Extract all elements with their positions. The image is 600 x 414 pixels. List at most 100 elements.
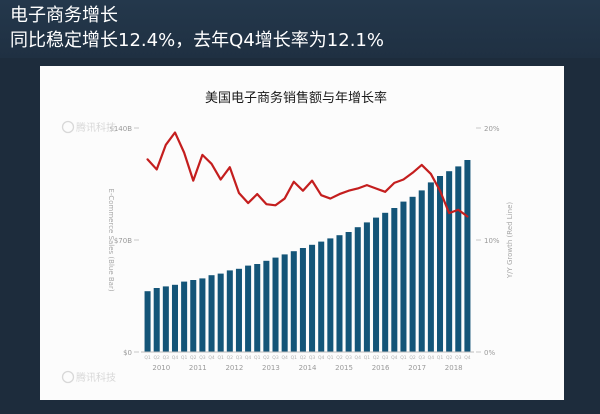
quarter-label: Q4 [464,355,471,361]
quarter-label: Q3 [199,355,206,361]
sales-bar [217,273,224,352]
sales-bar [208,275,215,352]
sales-bar [336,235,343,352]
year-label: 2015 [335,364,353,372]
sales-bar [455,166,462,352]
quarter-label: Q4 [391,355,398,361]
year-label: 2016 [372,364,390,372]
quarter-label: Q3 [163,355,170,361]
quarter-label: Q4 [245,355,252,361]
quarter-label: Q4 [428,355,435,361]
watermark-icon [61,120,75,134]
sales-bar [345,232,352,352]
header-banner: 电子商务增长 同比稳定增长12.4%，去年Q4增长率为12.1% [0,0,600,58]
quarter-label: Q4 [208,355,215,361]
y2-tick-label: 20% [484,125,500,133]
quarter-label: Q1 [291,355,298,361]
quarter-label: Q2 [336,355,343,361]
quarter-label: Q3 [309,355,316,361]
sales-bar [446,171,453,352]
year-label: 2012 [225,364,243,372]
quarter-label: Q4 [355,355,362,361]
y-tick-label: $70B [114,237,132,245]
quarter-label: Q2 [154,355,161,361]
quarter-label: Q1 [181,355,188,361]
y-tick-label: $0 [123,349,132,357]
sales-bar [171,284,178,352]
year-label: 2011 [189,364,207,372]
sales-bar [254,264,261,352]
sales-bar [190,280,197,352]
sales-bar [318,241,325,352]
sales-bar [464,160,471,352]
y2-axis-label: Y/Y Growth (Red Line) [506,202,514,280]
sales-bar [437,176,444,352]
sales-bar [299,248,306,352]
sales-bar [290,251,297,352]
y-tick-label: $140B [109,125,132,133]
sales-bar [162,286,169,352]
quarter-label: Q3 [455,355,462,361]
year-label: 2010 [152,364,170,372]
watermark-text: 腾讯科技 [76,121,116,134]
quarter-label: Q1 [437,355,444,361]
sales-bar [235,268,242,352]
quarter-label: Q3 [236,355,243,361]
quarter-label: Q2 [446,355,453,361]
sales-bar [418,190,425,352]
watermark-text: 腾讯科技 [76,371,116,384]
header-title: 电子商务增长 [10,5,118,26]
sales-bar [382,212,389,352]
y-axis-label: E-Commerce Sales (Blue Bar) [107,188,115,291]
y2-tick-label: 0% [484,349,495,357]
quarter-label: Q2 [227,355,234,361]
growth-line [146,131,469,218]
sales-bar [400,201,407,352]
quarter-label: Q1 [254,355,261,361]
quarter-label: Q2 [373,355,380,361]
quarter-label: Q3 [345,355,352,361]
year-label: 2017 [408,364,426,372]
sales-bar [409,196,416,352]
sales-bar [281,254,288,352]
quarter-label: Q1 [144,355,151,361]
watermark-icon [61,370,75,384]
sales-bar [327,238,334,352]
quarter-label: Q3 [419,355,426,361]
sales-bar [181,281,188,352]
sales-bar [199,278,206,352]
sales-bar [373,217,380,352]
quarter-label: Q4 [172,355,179,361]
quarter-label: Q1 [400,355,407,361]
sales-bar [263,260,270,352]
header-subtitle: 同比稳定增长12.4%，去年Q4增长率为12.1% [10,30,384,51]
sales-bar [245,265,252,352]
quarter-label: Q2 [409,355,416,361]
sales-bar [427,182,434,352]
quarter-label: Q2 [300,355,307,361]
quarter-label: Q3 [272,355,279,361]
sales-bar [363,222,370,352]
sales-bar [226,270,233,352]
quarter-label: Q2 [190,355,197,361]
quarter-label: Q4 [318,355,325,361]
sales-bar [391,208,398,352]
year-label: 2014 [299,364,317,372]
quarter-label: Q4 [281,355,288,361]
quarter-label: Q1 [327,355,334,361]
year-label: 2018 [445,364,463,372]
sales-bar [153,288,160,352]
quarter-label: Q1 [217,355,224,361]
year-label: 2013 [262,364,280,372]
y2-tick-label: 10% [484,237,500,245]
sales-bar [144,291,151,352]
sales-bar [272,257,279,352]
sales-bar [354,227,361,352]
quarter-label: Q3 [382,355,389,361]
quarter-label: Q1 [364,355,371,361]
sales-bar [309,244,316,352]
chart-title: 美国电子商务销售额与年增长率 [205,90,387,106]
quarter-label: Q2 [263,355,270,361]
